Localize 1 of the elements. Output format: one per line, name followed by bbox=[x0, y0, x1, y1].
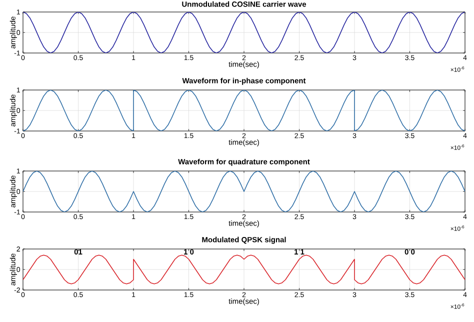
line-series bbox=[23, 90, 465, 131]
